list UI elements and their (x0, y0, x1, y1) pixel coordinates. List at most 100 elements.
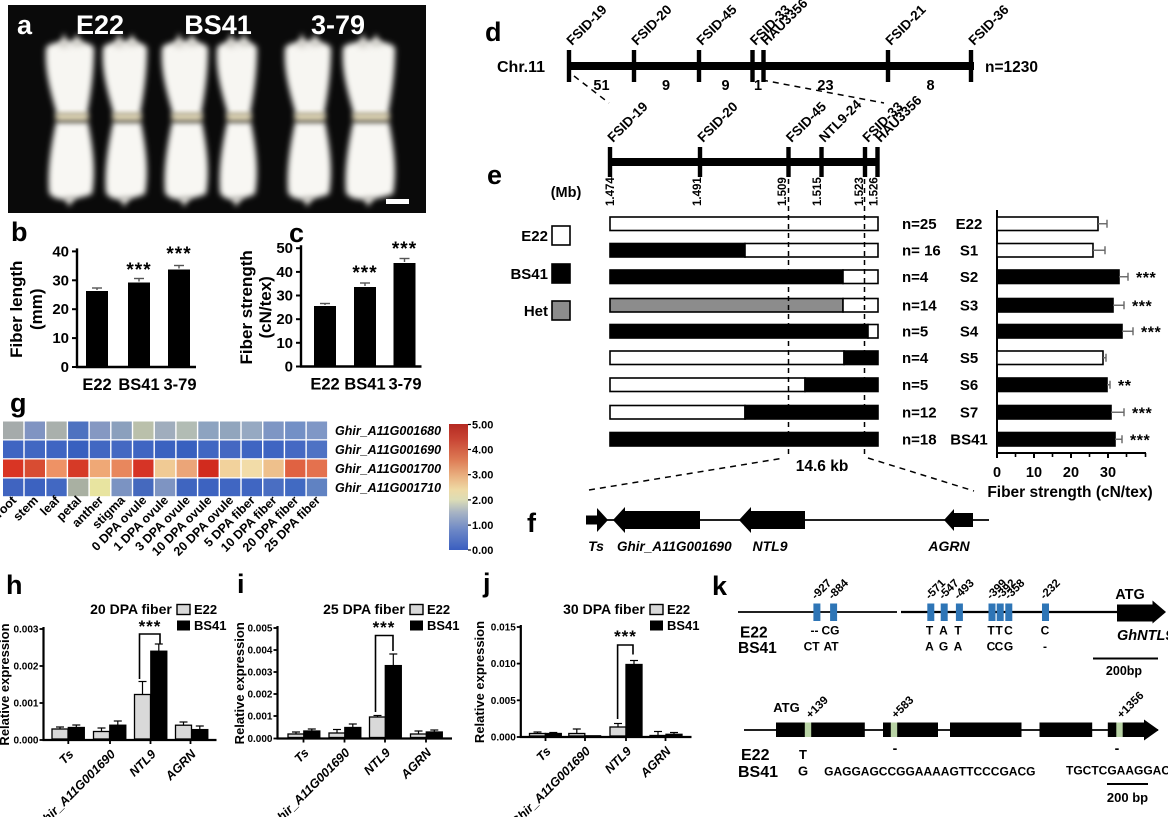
svg-text:Ghir_A11G001700: Ghir_A11G001700 (335, 462, 441, 476)
svg-text:14.6 kb: 14.6 kb (796, 458, 849, 475)
svg-text:e: e (487, 160, 502, 190)
svg-text:1.474: 1.474 (605, 177, 617, 206)
svg-text:E22: E22 (741, 747, 770, 764)
svg-text:40: 40 (52, 243, 69, 260)
svg-text:30: 30 (52, 272, 69, 289)
svg-text:0.010: 0.010 (491, 659, 516, 670)
svg-text:AGRN: AGRN (927, 538, 970, 554)
svg-text:20: 20 (52, 301, 69, 318)
svg-text:E22: E22 (740, 625, 768, 642)
svg-text:-: - (1115, 740, 1120, 756)
svg-text:ATG: ATG (1115, 587, 1145, 603)
svg-text:50: 50 (276, 240, 293, 257)
svg-text:(cN/tex): (cN/tex) (256, 276, 275, 338)
svg-text:1.00: 1.00 (472, 520, 493, 532)
svg-text:C: C (995, 640, 1004, 654)
svg-text:Relative expression: Relative expression (0, 623, 12, 745)
svg-text:***: *** (1130, 432, 1150, 449)
svg-text:***: *** (1132, 405, 1152, 422)
svg-text:2.00: 2.00 (472, 495, 493, 507)
svg-text:n=14: n=14 (902, 298, 937, 315)
svg-text:0.000: 0.000 (491, 733, 516, 744)
svg-text:1.515: 1.515 (812, 177, 824, 206)
svg-text:BS41: BS41 (738, 640, 777, 657)
svg-text:n= 16: n= 16 (902, 243, 941, 260)
svg-text:200 bp: 200 bp (1107, 790, 1148, 805)
svg-text:BS41: BS41 (194, 618, 227, 633)
svg-text:Fiber length: Fiber length (7, 261, 26, 358)
svg-text:n=5: n=5 (902, 377, 928, 394)
svg-text:C: C (1004, 624, 1013, 638)
svg-text:***: *** (139, 617, 162, 636)
svg-text:0.015: 0.015 (491, 623, 516, 634)
svg-text:0: 0 (61, 359, 69, 376)
svg-text:a: a (17, 10, 33, 40)
svg-text:9: 9 (721, 78, 729, 94)
svg-text:n=25: n=25 (902, 216, 937, 233)
svg-text:T: T (799, 747, 807, 762)
svg-text:***: *** (392, 239, 417, 260)
svg-text:40: 40 (276, 264, 293, 281)
svg-text:30 DPA fiber: 30 DPA fiber (563, 601, 645, 617)
svg-text:n=5: n=5 (902, 324, 928, 341)
svg-text:S3: S3 (960, 298, 978, 315)
svg-text:Fiber strength (cN/tex): Fiber strength (cN/tex) (987, 484, 1152, 501)
svg-text:0.001: 0.001 (13, 699, 38, 710)
svg-text:NTL9: NTL9 (753, 538, 788, 554)
svg-text:***: *** (1136, 270, 1156, 287)
svg-text:E22: E22 (310, 376, 339, 394)
svg-text:G: G (1004, 640, 1013, 654)
svg-text:3-79: 3-79 (163, 376, 196, 394)
svg-text:20: 20 (1063, 465, 1079, 481)
svg-text:1.509: 1.509 (777, 177, 789, 206)
svg-text:0.005: 0.005 (491, 696, 516, 707)
svg-text:0.004: 0.004 (247, 646, 272, 657)
svg-text:0.001: 0.001 (247, 712, 272, 723)
svg-text:10: 10 (52, 330, 69, 347)
svg-text:n=12: n=12 (902, 405, 937, 422)
svg-text:S5: S5 (960, 350, 978, 367)
svg-text:E22: E22 (194, 602, 217, 617)
svg-text:E22: E22 (427, 602, 450, 617)
svg-text:0.003: 0.003 (247, 668, 272, 679)
svg-text:G: G (939, 640, 948, 654)
svg-text:23: 23 (817, 78, 833, 94)
svg-text:i: i (237, 569, 245, 599)
svg-text:Ghir_A11G001710: Ghir_A11G001710 (335, 481, 441, 495)
svg-text:GAGGAGCCGGAAAAGTTCCCGACG: GAGGAGCCGGAAAAGTTCCCGACG (824, 765, 1035, 779)
svg-text:n=18: n=18 (902, 432, 937, 449)
svg-text:Relative expression: Relative expression (472, 621, 487, 743)
svg-text:Chr.11: Chr.11 (497, 59, 545, 76)
svg-text:**: ** (1118, 378, 1132, 395)
svg-text:G: G (798, 764, 808, 779)
svg-text:***: *** (614, 627, 637, 646)
svg-text:***: *** (352, 263, 377, 284)
svg-text:n=4: n=4 (902, 350, 929, 367)
svg-text:30: 30 (1100, 465, 1116, 481)
svg-text:3-79: 3-79 (388, 376, 421, 394)
svg-text:0.000: 0.000 (247, 734, 272, 745)
svg-text:S4: S4 (960, 324, 979, 341)
svg-text:***: *** (1141, 324, 1161, 341)
svg-text:Ts: Ts (588, 538, 604, 554)
svg-text:0.002: 0.002 (13, 662, 38, 673)
svg-text:51: 51 (593, 78, 609, 94)
svg-text:d: d (485, 17, 502, 47)
svg-text:20 DPA fiber: 20 DPA fiber (90, 601, 172, 617)
svg-text:j: j (482, 568, 491, 598)
svg-text:Ghir_A11G001690: Ghir_A11G001690 (335, 443, 441, 457)
svg-text:E22: E22 (82, 376, 111, 394)
svg-text:c: c (289, 218, 304, 248)
svg-text:--: -- (811, 624, 819, 638)
svg-text:BS41: BS41 (118, 376, 159, 394)
svg-text:T: T (995, 624, 1003, 638)
svg-text:BS41: BS41 (667, 618, 700, 633)
svg-text:E22: E22 (521, 228, 548, 245)
svg-text:f: f (527, 508, 537, 538)
svg-text:Ghir_A11G001680: Ghir_A11G001680 (335, 424, 441, 438)
svg-text:b: b (11, 217, 28, 247)
svg-text:-: - (893, 740, 898, 756)
svg-text:GhNTL9: GhNTL9 (1117, 628, 1168, 644)
svg-text:S1: S1 (960, 243, 978, 260)
svg-text:n=1230: n=1230 (985, 59, 1038, 76)
